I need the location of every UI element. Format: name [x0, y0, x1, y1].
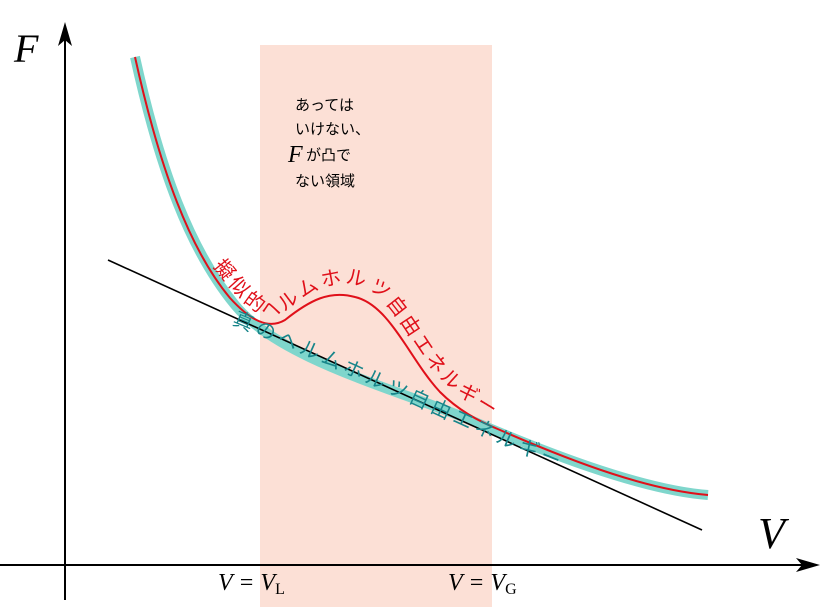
nonconvex-region	[260, 45, 492, 607]
left-boundary-label: V = VL	[218, 570, 285, 598]
x-arrow	[796, 558, 820, 572]
annotation-var: F	[287, 142, 303, 168]
common-tangent	[107, 259, 703, 531]
right-boundary-label: V = VG	[448, 570, 517, 598]
annotation-line: あっては	[295, 96, 354, 114]
annotation-line: いけない、	[295, 120, 370, 138]
annotation-line: が凸で	[306, 146, 351, 164]
x-axis-label: V	[758, 509, 790, 558]
annotation-line: ない領域	[295, 172, 355, 190]
pseudo-curve	[134, 56, 709, 496]
y-arrow	[58, 22, 72, 46]
y-axis-label: F	[13, 26, 39, 71]
